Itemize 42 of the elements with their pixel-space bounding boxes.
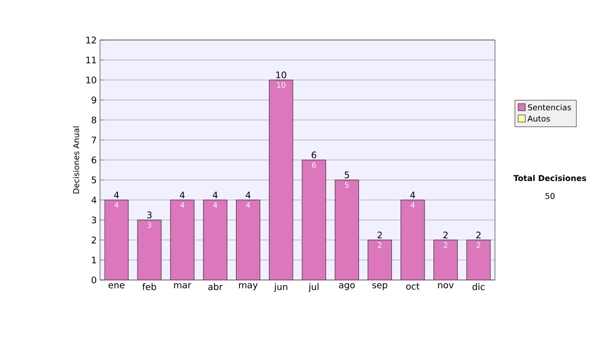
total-label: 3: [147, 211, 152, 218]
y-tick-label: 11: [86, 56, 96, 64]
x-tick-label: mar: [174, 283, 192, 288]
x-tick-label: may: [239, 283, 258, 290]
x-tick-label: abr: [208, 283, 223, 290]
total-label: 6: [312, 151, 316, 158]
x-tick-label: sep: [372, 283, 388, 290]
y-tick-label: 10: [86, 76, 96, 84]
x-tick-label: nov: [438, 283, 454, 288]
y-tick-label: 3: [92, 216, 96, 224]
x-tick-label: dic: [472, 283, 485, 290]
y-tick-label: 1: [92, 256, 96, 264]
y-tick-label: 5: [92, 176, 96, 184]
total-label: 2: [476, 232, 481, 238]
y-tick-label: 0: [92, 276, 96, 284]
text: Total Decisiones: [513, 174, 586, 182]
y-axis-title: Decisiones Anual: [72, 126, 80, 194]
total-label: 4: [212, 192, 218, 198]
y-tick-label: 12: [86, 36, 96, 44]
total-label: 4: [114, 192, 119, 198]
x-tick-label: ene: [108, 283, 124, 288]
x-tick-label: feb: [142, 283, 156, 290]
y-tick-label: 6: [92, 156, 96, 164]
total-label: 4: [410, 192, 416, 198]
text: 50: [546, 192, 555, 200]
y-tick-label: 9: [92, 96, 96, 104]
legend-label: Autos: [528, 116, 550, 122]
total-label: 4: [246, 192, 250, 198]
total-label: 10: [276, 71, 286, 78]
x-tick-label: oct: [406, 283, 420, 290]
legend-label: Sentencias: [528, 104, 571, 110]
total-label: 5: [344, 172, 349, 178]
total-label: 4: [180, 192, 185, 198]
total-label: 2: [378, 232, 382, 238]
x-tick-label: ago: [339, 283, 355, 290]
x-tick-label: jun: [274, 283, 288, 292]
y-tick-label: 2: [92, 236, 96, 244]
y-tick-label: 4: [92, 196, 96, 204]
y-tick-label: 8: [92, 116, 96, 124]
total-label: 2: [443, 232, 448, 238]
y-tick-label: 7: [92, 136, 96, 144]
x-tick-label: jul: [308, 283, 318, 292]
